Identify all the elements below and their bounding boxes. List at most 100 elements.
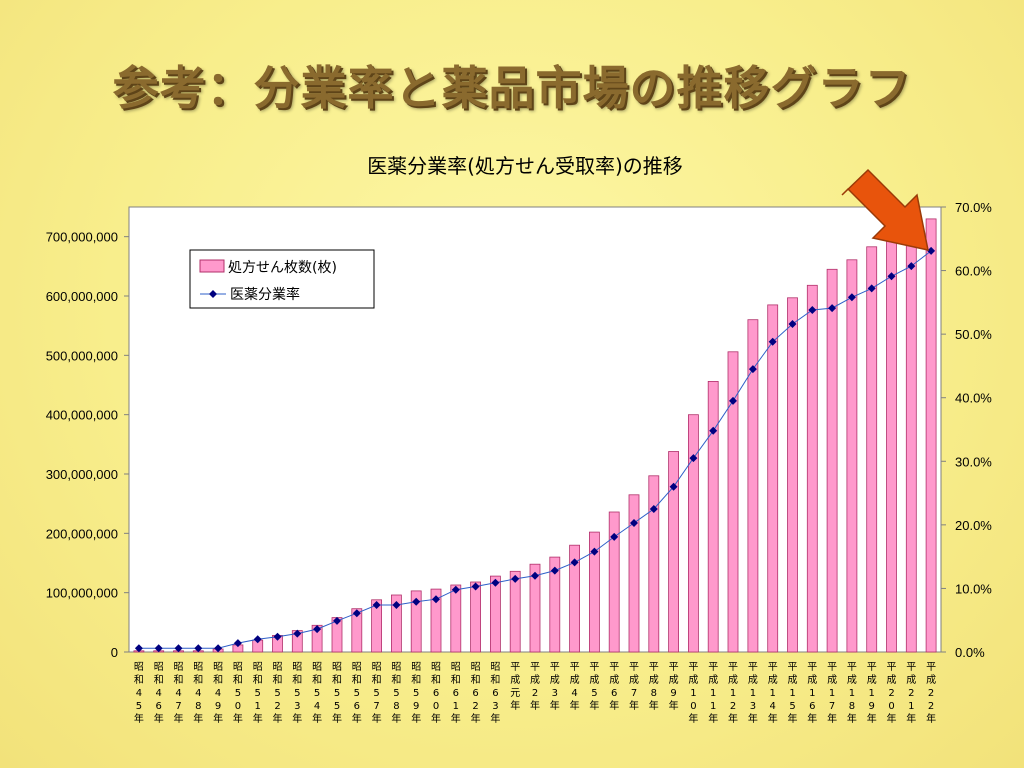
x-tick-label: 平成 3 年: [550, 662, 560, 712]
x-tick-label: 昭和 4 8 年: [193, 661, 203, 725]
bar: [826, 268, 838, 653]
bar: [569, 544, 580, 653]
left-tick-label: 100,000,000: [46, 586, 118, 601]
arrow-annotation: [841, 168, 929, 251]
legend-line-marker: [209, 290, 217, 298]
left-tick-label: 600,000,000: [46, 289, 118, 304]
data-point: [214, 644, 223, 653]
x-tick-label: 昭和 5 2 年: [273, 661, 283, 725]
x-tick-label: 平成 1 3 年: [748, 662, 758, 725]
bar: [410, 590, 422, 653]
x-tick-label: 昭和 5 5 年: [332, 661, 342, 725]
bar: [707, 380, 719, 653]
data-point: [867, 284, 876, 293]
x-tick-label: 昭和 5 9 年: [411, 661, 421, 725]
bar: [866, 246, 878, 653]
x-tick-label: 昭和 6 2 年: [471, 661, 481, 725]
data-point: [432, 595, 440, 604]
bar: [489, 575, 501, 653]
arrow-icon: [841, 168, 929, 251]
right-tick-label: 40.0%: [955, 391, 992, 406]
bar: [470, 581, 482, 653]
x-tick-label: 平成 1 7 年: [827, 662, 837, 725]
x-tick-label: 昭和 5 4 年: [312, 661, 322, 725]
right-tick-label: 70.0%: [955, 200, 992, 215]
right-tick-label: 60.0%: [955, 264, 992, 279]
data-point: [927, 246, 936, 255]
data-point: [828, 304, 837, 313]
data-point: [273, 632, 282, 641]
bar: [608, 511, 620, 653]
data-point: [313, 625, 322, 634]
x-tick-label: 平成 1 9 年: [867, 662, 877, 725]
x-tick-label: 平成 1 6 年: [807, 662, 817, 725]
data-point: [649, 505, 658, 513]
x-tick-label: 昭和 5 1 年: [253, 661, 263, 725]
bar: [549, 556, 561, 653]
x-tick-label: 昭和 5 6 年: [352, 661, 362, 725]
x-tick-label: 平成 4 年: [570, 662, 580, 712]
x-tick-label: 昭和 6 3 年: [490, 661, 500, 725]
data-point: [887, 272, 896, 281]
x-tick-label: 平成 7 年: [629, 662, 639, 712]
x-tick-label: 平成 9 年: [669, 662, 679, 712]
bar: [767, 304, 779, 653]
left-tick-label: 700,000,000: [46, 230, 118, 245]
right-tick-label: 30.0%: [955, 454, 992, 469]
bar: [688, 414, 699, 653]
bar: [886, 239, 897, 653]
bar: [787, 297, 798, 653]
x-tick-label: 昭和 5 3 年: [292, 661, 302, 725]
data-point: [768, 337, 777, 346]
x-tick-label: 平成 5 年: [589, 662, 599, 712]
bar: [668, 451, 679, 653]
right-tick-label: 10.0%: [955, 581, 992, 596]
data-point: [372, 601, 381, 609]
bar: [747, 319, 759, 653]
right-tick-label: 20.0%: [955, 518, 992, 533]
x-tick-label: 昭和 5 0 年: [233, 661, 243, 725]
x-tick-label: 平成 8 年: [649, 662, 659, 712]
bar: [806, 284, 818, 653]
data-point: [570, 558, 579, 567]
data-point: [293, 629, 302, 638]
chart-title: 医薬分業率(処方せん受取率)の推移: [367, 154, 683, 178]
x-tick-label: 昭和 4 5 年: [134, 661, 144, 725]
data-point: [333, 616, 341, 625]
bar: [390, 594, 402, 653]
x-tick-label: 平成 1 5 年: [788, 662, 798, 725]
slide-title: 参考：分業率と薬品市場の推移グラフ: [112, 61, 912, 115]
data-point: [748, 365, 757, 374]
left-tick-label: 200,000,000: [46, 526, 118, 541]
data-point: [511, 574, 520, 583]
bar: [727, 351, 739, 653]
left-tick-label: 500,000,000: [46, 348, 118, 363]
x-tick-label: 昭和 4 9 年: [213, 661, 223, 725]
bar: [628, 494, 640, 653]
x-tick-label: 平成 1 1 年: [708, 662, 718, 725]
data-point: [174, 644, 183, 653]
data-point: [392, 601, 401, 609]
bar: [905, 235, 917, 653]
x-tick-label: 平成 2 2 年: [926, 662, 936, 725]
legend-bar-label: 処方せん枚数(枚): [228, 260, 337, 276]
x-tick-label: 平成元年: [510, 662, 520, 712]
bar: [846, 259, 858, 653]
data-point: [154, 644, 163, 653]
data-point: [709, 426, 718, 435]
x-tick-label: 平成 1 4 年: [768, 662, 778, 725]
x-tick-label: 昭和 5 8 年: [391, 661, 401, 725]
bar: [430, 588, 442, 653]
bar: [371, 599, 383, 653]
data-point: [194, 644, 203, 653]
left-tick-label: 400,000,000: [46, 408, 118, 423]
bar: [589, 531, 600, 653]
data-point: [531, 571, 539, 580]
legend: 処方せん枚数(枚) 医薬分業率: [189, 249, 375, 309]
left-tick-label: 0: [111, 645, 118, 660]
bar: [648, 475, 660, 653]
x-tick-label: 昭和 4 7 年: [174, 661, 184, 725]
bar: [509, 570, 521, 653]
data-point: [907, 262, 916, 271]
